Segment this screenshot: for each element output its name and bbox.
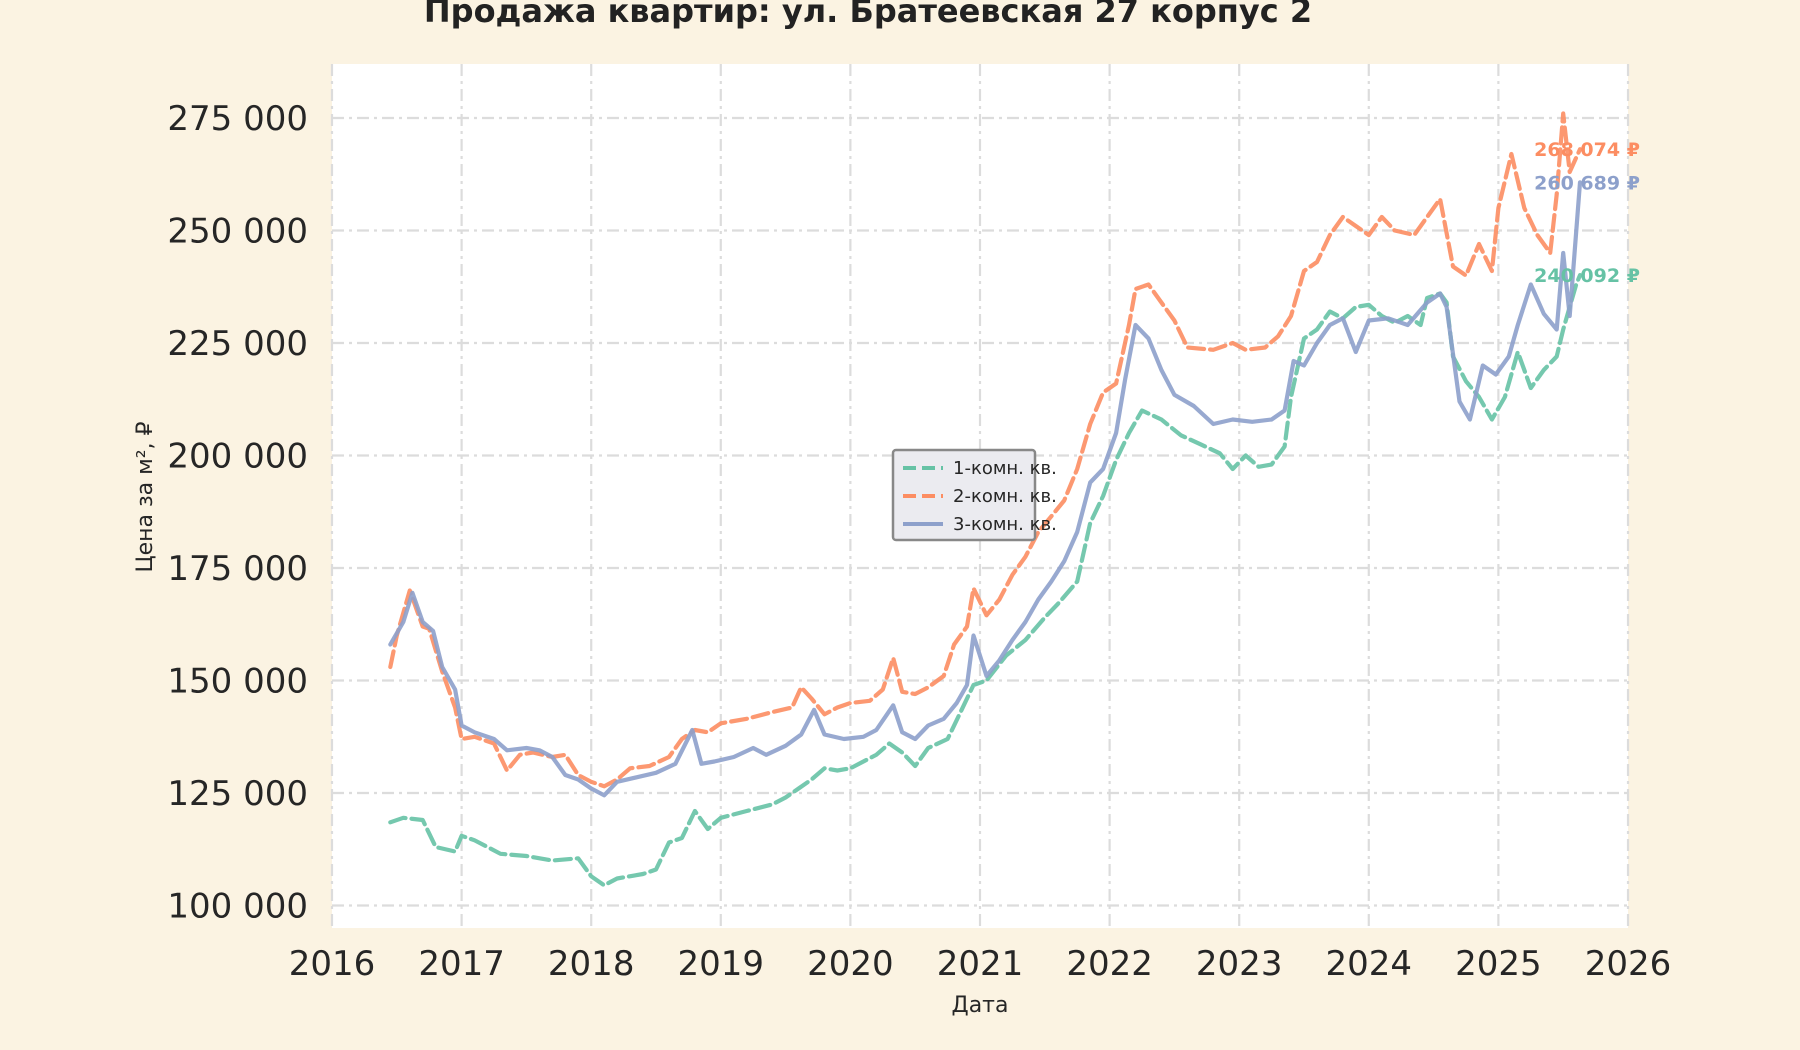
- y-tick-label: 275 000: [167, 99, 308, 139]
- series-line-2: [388, 111, 1583, 789]
- legend-label: 3-комн. кв.: [953, 514, 1057, 535]
- x-tick-label: 2026: [1585, 944, 1672, 984]
- grid: [330, 64, 1630, 928]
- x-tick-label: 2018: [548, 944, 635, 984]
- x-tick-label: 2019: [678, 944, 765, 984]
- y-tick-label: 200 000: [167, 437, 308, 477]
- y-tick-label: 125 000: [167, 774, 308, 814]
- legend-label: 1-комн. кв.: [953, 458, 1057, 479]
- legend-label: 2-комн. кв.: [953, 486, 1057, 507]
- x-tick-label: 2020: [807, 944, 894, 984]
- end-value-label: 268 074 ₽: [1534, 139, 1640, 161]
- x-tick-label: 2022: [1066, 944, 1153, 984]
- series-lines: [388, 111, 1583, 888]
- x-tick-label: 2017: [418, 944, 505, 984]
- end-value-label: 240 092 ₽: [1534, 265, 1640, 287]
- end-value-label: 260 689 ₽: [1534, 172, 1640, 194]
- y-axis-label: Цена за м², ₽: [133, 421, 158, 572]
- x-tick-label: 2025: [1455, 944, 1542, 984]
- x-axis-label: Дата: [952, 993, 1009, 1018]
- x-tick-label: 2016: [289, 944, 376, 984]
- y-tick-label: 175 000: [167, 549, 308, 589]
- y-tick-label: 150 000: [167, 662, 308, 702]
- legend-box: [891, 448, 1037, 542]
- end-labels: 240 092 ₽ 268 074 ₽ 260 689 ₽: [1534, 139, 1640, 287]
- x-tick-label: 2023: [1196, 944, 1283, 984]
- legend: 1-комн. кв. 2-комн. кв. 3-комн. кв.: [891, 448, 1057, 542]
- series-line-3: [388, 180, 1583, 798]
- y-axis-ticks: 100 000 125 000 150 000 175 000 200 000 225 0…: [167, 99, 308, 927]
- chart-title: Продажа квартир: ул. Братеевская 27 корп…: [424, 0, 1312, 30]
- y-tick-label: 250 000: [167, 212, 308, 252]
- y-tick-label: 225 000: [167, 324, 308, 364]
- y-tick-label: 100 000: [167, 887, 308, 927]
- x-axis-ticks: 2016 2017 2018 2019 2020 2021 2022 2023 2024 2025…: [289, 944, 1672, 984]
- x-tick-label: 2024: [1326, 944, 1413, 984]
- x-tick-label: 2021: [937, 944, 1024, 984]
